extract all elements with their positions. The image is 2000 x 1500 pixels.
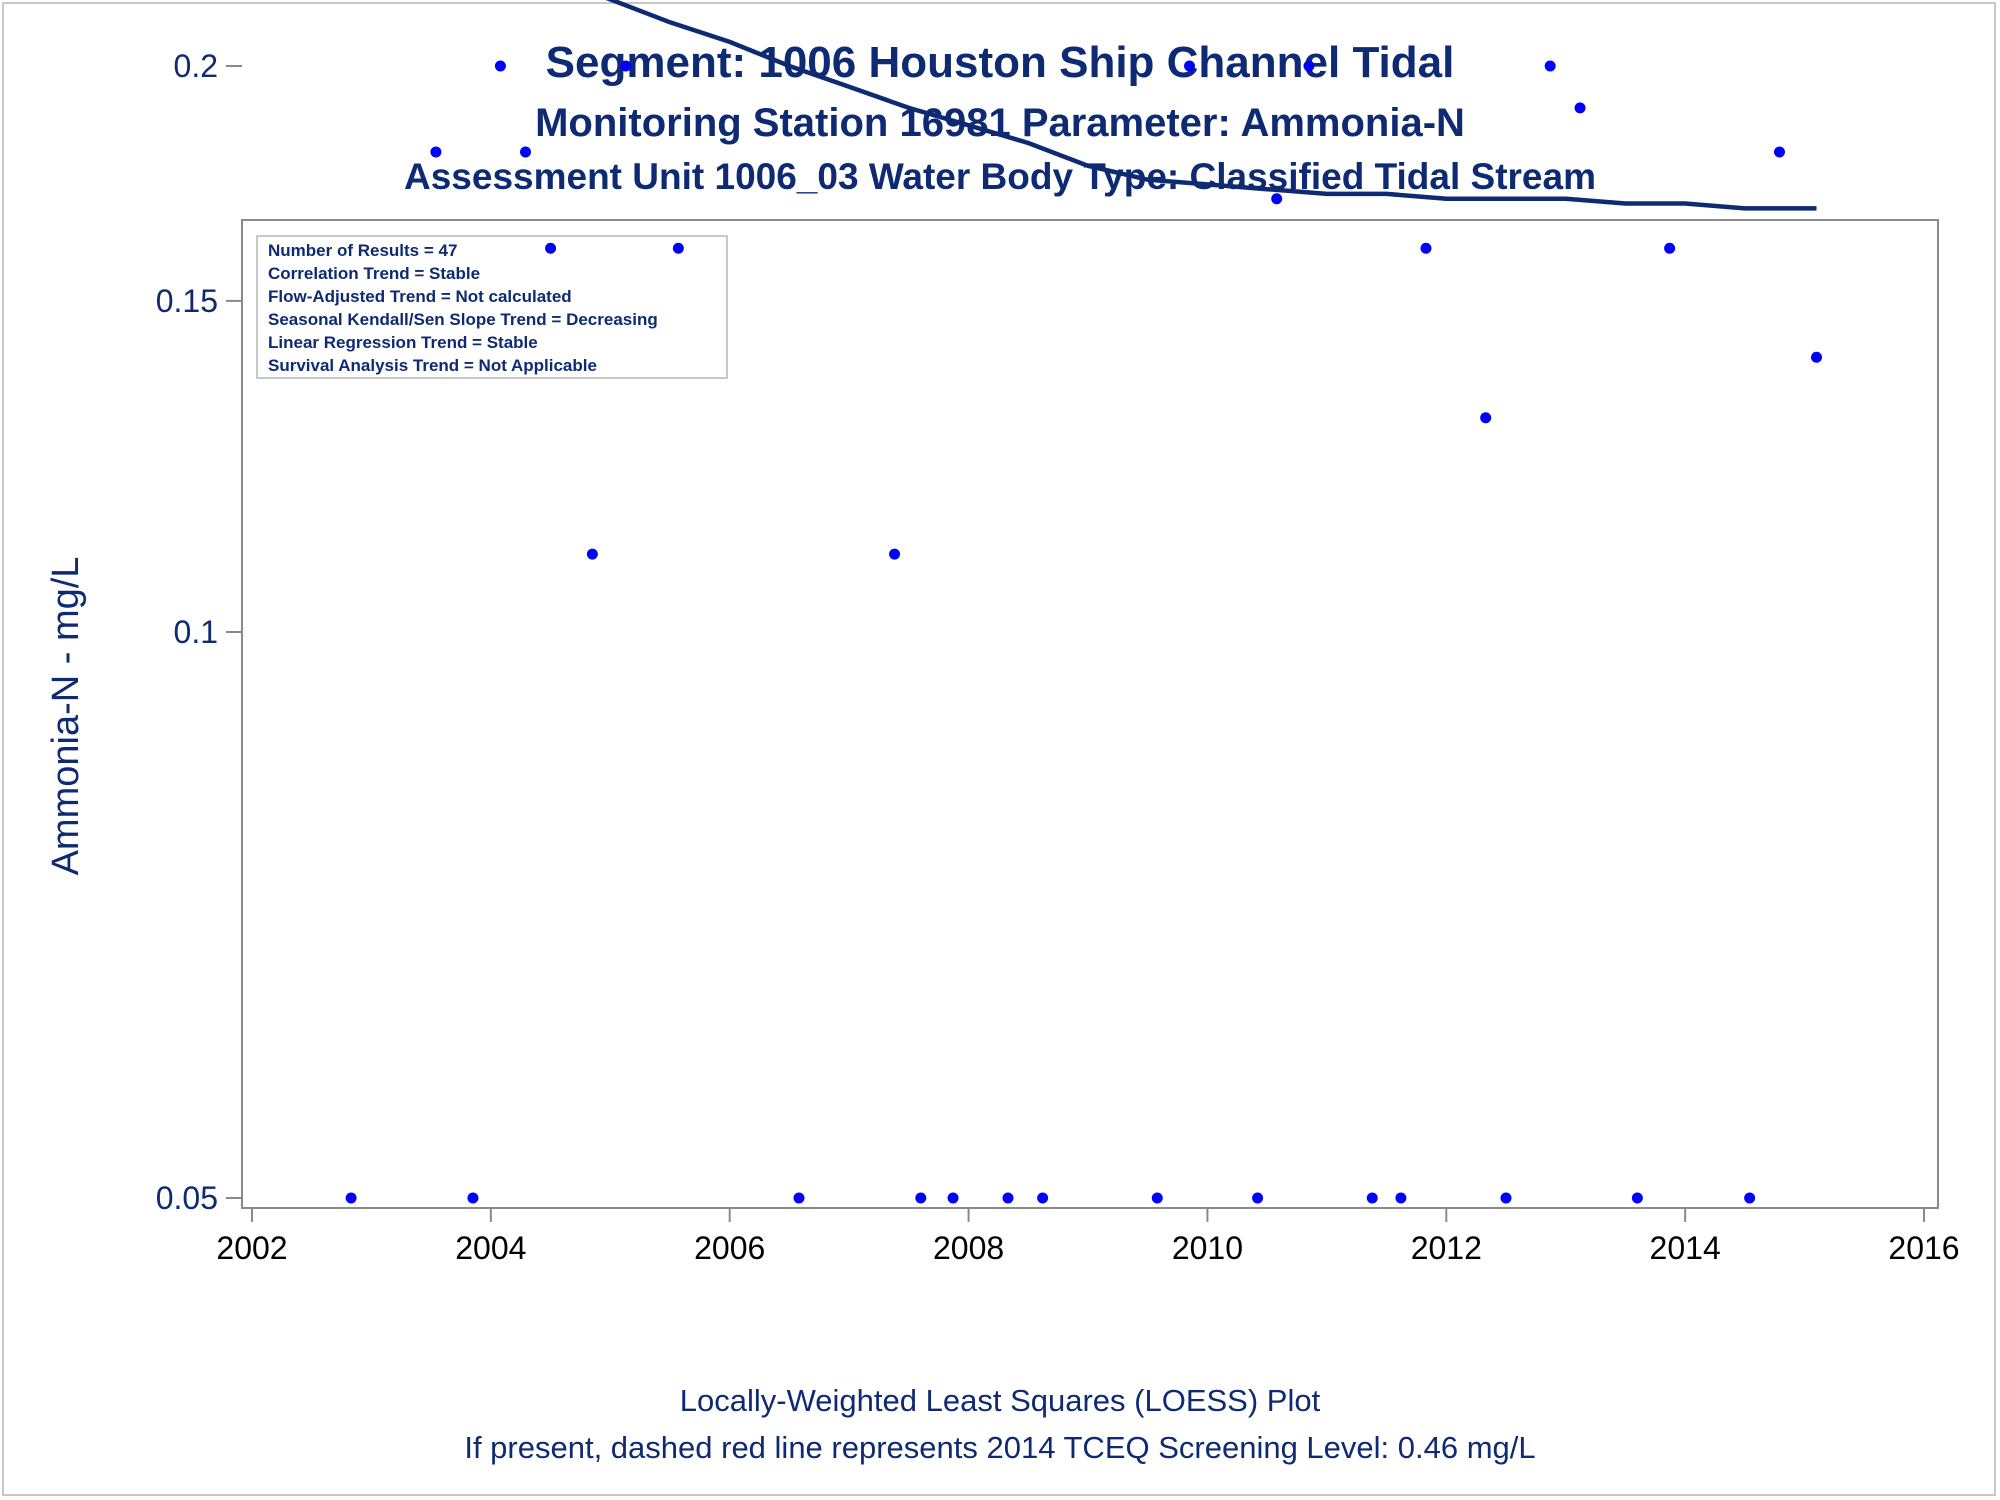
data-point [1395,1192,1407,1204]
x-tick-label: 2014 [1650,1230,1721,1266]
trend-summary-line: Number of Results = 47 [268,241,457,260]
trend-summary-box: Number of Results = 47 Correlation Trend … [256,235,728,379]
trend-summary-line: Survival Analysis Trend = Not Applicable [268,356,597,375]
data-point [1744,1192,1756,1204]
data-point [519,146,531,158]
data-point [672,242,684,254]
data-point [1151,1192,1163,1204]
trend-summary-line: Seasonal Kendall/Sen Slope Trend = Decre… [268,310,658,329]
data-point [915,1192,927,1204]
data-point [793,1192,805,1204]
data-point [1773,146,1785,158]
data-point [889,548,901,560]
y-tick-label: 0.15 [156,283,218,319]
data-point [947,1192,959,1204]
data-point [1480,412,1492,424]
chart-subtitle-station: Monitoring Station 16981 Parameter: Ammo… [535,101,1465,145]
x-tick-label: 2008 [933,1230,1004,1266]
data-point [494,60,506,72]
data-point [1002,1192,1014,1204]
x-tick-label: 2016 [1888,1230,1959,1266]
y-axis: 0.050.10.150.20.250.30.350.40.5 [156,48,242,1216]
data-point [1500,1192,1512,1204]
data-point [1574,102,1586,114]
data-point [1184,60,1196,72]
plot-area [241,219,1939,1209]
trend-summary-line: Linear Regression Trend = Stable [268,333,538,352]
y-axis-label: Ammonia-N - mg/L [45,557,87,876]
trend-summary-border [256,235,728,379]
data-point [1303,60,1315,72]
x-tick-label: 2004 [455,1230,526,1266]
data-point [1420,242,1432,254]
data-point [620,60,632,72]
data-point [586,548,598,560]
x-tick-label: 2010 [1172,1230,1243,1266]
data-point [430,146,442,158]
y-tick-label: 0.05 [156,1180,218,1216]
data-point [1544,60,1556,72]
x-tick-label: 2002 [216,1230,287,1266]
footnote-screening: If present, dashed red line represents 2… [464,1430,1536,1465]
footnote-loess: Locally-Weighted Least Squares (LOESS) P… [679,1383,1321,1418]
loess-line [605,0,1817,211]
chart-title: Segment: 1006 Houston Ship Channel Tidal [545,38,1455,87]
x-tick-label: 2012 [1411,1230,1482,1266]
y-tick-label: 0.2 [174,48,218,84]
data-point [545,242,557,254]
data-points [345,60,1823,1204]
data-point [345,1192,357,1204]
data-point [1811,351,1823,363]
x-tick-label: 2006 [694,1230,765,1266]
chart-subtitle-assessment: Assessment Unit 1006_03 Water Body Type:… [404,156,1596,197]
data-point [1631,1192,1643,1204]
x-axis: 2002 2004 2006 2008 2010 2012 2014 2016 [216,1208,1960,1266]
data-point [1366,1192,1378,1204]
data-point [1252,1192,1264,1204]
data-point [1037,1192,1049,1204]
y-tick-label: 0.1 [174,614,218,650]
trend-summary-line: Flow-Adjusted Trend = Not calculated [268,287,572,306]
data-point [1664,242,1676,254]
data-point [1271,193,1283,205]
data-point [467,1192,479,1204]
trend-summary-line: Correlation Trend = Stable [268,264,480,283]
